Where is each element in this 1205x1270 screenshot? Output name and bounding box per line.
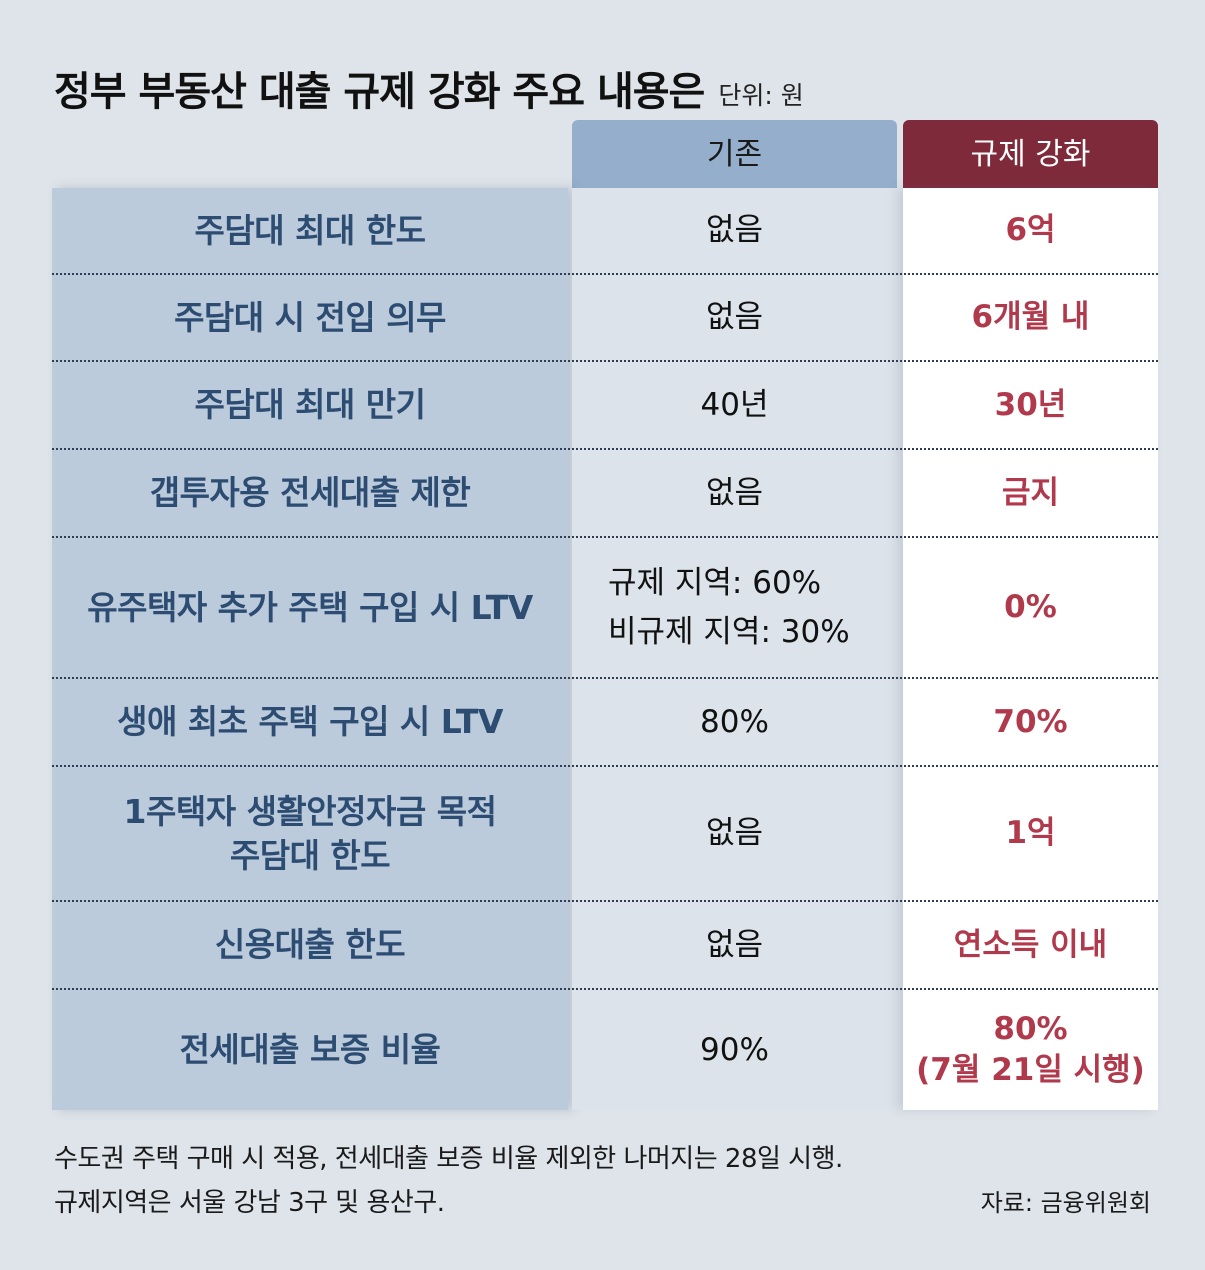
column-header-new: 규제 강화 [903,120,1158,190]
new-value: 금지 [1001,474,1060,511]
new-value: 6억 [1005,212,1056,249]
old-value: 없음 [705,815,764,852]
table-row: 주담대 최대 한도 없음 6억 [52,188,1158,275]
new-value: 80% (7월 21일 시행) [903,990,1158,1110]
old-value: 90% [700,1031,769,1068]
old-value-line: 규제 지역: 60% [608,565,822,602]
old-value: 80% [700,703,769,740]
old-value: 없음 [705,474,764,511]
row-label: 유주택자 추가 주택 구입 시 LTV [87,587,533,627]
footnote: 수도권 주택 구매 시 적용, 전세대출 보증 비율 제외한 나머지는 28일 … [54,1137,843,1225]
row-label-line: 주담대 한도 [229,835,391,875]
row-label: 신용대출 한도 [214,925,406,965]
row-label-line: 1주택자 생활안정자금 목적 [123,791,497,831]
old-value: 없음 [705,212,764,249]
table-row: 유주택자 추가 주택 구입 시 LTV 규제 지역: 60% 비규제 지역: 3… [52,538,1158,679]
label-column-bg [52,188,568,1110]
old-value: 40년 [700,386,769,423]
row-label: 주담대 최대 한도 [194,210,427,250]
new-value-line: (7월 21일 시행) [916,1052,1145,1088]
new-column-bg [903,188,1158,1110]
old-value: 없음 [705,299,764,336]
table-row: 1주택자 생활안정자금 목적 주담대 한도 없음 1억 [52,767,1158,902]
footnote-line: 수도권 주택 구매 시 적용, 전세대출 보증 비율 제외한 나머지는 28일 … [54,1144,843,1174]
title-row: 정부 부동산 대출 규제 강화 주요 내용은 단위: 원 [54,52,804,112]
source-credit: 자료: 금융위원회 [980,1189,1151,1217]
table-row: 신용대출 한도 없음 연소득 이내 [52,902,1158,990]
row-label: 1주택자 생활안정자금 목적 주담대 한도 [52,767,568,900]
new-value: 연소득 이내 [953,926,1108,963]
row-label: 주담대 시 전입 의무 [174,297,446,337]
table-row: 주담대 최대 만기 40년 30년 [52,362,1158,450]
row-label: 전세대출 보증 비율 [179,1030,441,1070]
row-label: 주담대 최대 만기 [194,385,427,425]
footnote-line: 규제지역은 서울 강남 3구 및 용산구. [54,1188,445,1218]
row-label: 갭투자용 전세대출 제한 [149,473,471,513]
row-label: 생애 최초 주택 구입 시 LTV [117,702,503,742]
new-value: 6개월 내 [971,299,1090,336]
old-value-line: 비규제 지역: 30% [608,613,850,650]
table-row: 전세대출 보증 비율 90% 80% (7월 21일 시행) [52,990,1158,1110]
old-value: 없음 [705,926,764,963]
table-row: 갭투자용 전세대출 제한 없음 금지 [52,450,1158,538]
table-row: 주담대 시 전입 의무 없음 6개월 내 [52,275,1158,362]
table-row: 생애 최초 주택 구입 시 LTV 80% 70% [52,679,1158,767]
new-value: 70% [993,703,1068,740]
new-value: 1억 [1005,815,1056,852]
old-value: 규제 지역: 60% 비규제 지역: 30% [572,538,897,677]
new-value: 0% [1004,589,1057,626]
unit-label: 단위: 원 [718,81,804,110]
old-column-bg [572,188,897,1110]
column-header-old: 기존 [572,120,897,190]
page-title: 정부 부동산 대출 규제 강화 주요 내용은 [54,69,705,115]
new-value-line: 80% [993,1011,1068,1048]
new-value: 30년 [994,386,1067,423]
